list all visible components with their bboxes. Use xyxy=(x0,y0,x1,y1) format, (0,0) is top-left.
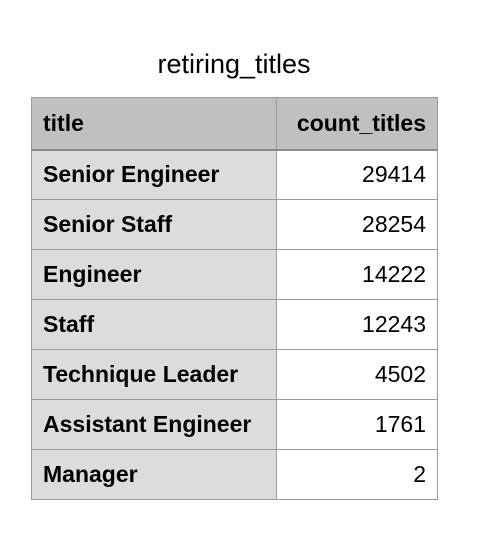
table-row: Senior Engineer 29414 xyxy=(31,149,438,200)
table-row: Technique Leader 4502 xyxy=(31,349,438,400)
retiring-titles-table: title count_titles Senior Engineer 29414… xyxy=(31,97,438,500)
header-row: title count_titles xyxy=(31,97,438,151)
table-row: Assistant Engineer 1761 xyxy=(31,399,438,450)
title-cell: Technique Leader xyxy=(31,349,277,400)
title-cell: Engineer xyxy=(31,249,277,300)
count-cell: 12243 xyxy=(276,299,438,350)
column-header-title: title xyxy=(31,97,277,151)
table-row: Engineer 14222 xyxy=(31,249,438,300)
title-cell: Senior Engineer xyxy=(31,149,277,200)
count-cell: 29414 xyxy=(276,149,438,200)
count-cell: 4502 xyxy=(276,349,438,400)
title-cell: Assistant Engineer xyxy=(31,399,277,450)
table-row: Staff 12243 xyxy=(31,299,438,350)
title-cell: Senior Staff xyxy=(31,199,277,250)
title-cell: Staff xyxy=(31,299,277,350)
table-row: Manager 2 xyxy=(31,449,438,500)
count-cell: 1761 xyxy=(276,399,438,450)
count-cell: 2 xyxy=(276,449,438,500)
table-caption: retiring_titles xyxy=(157,49,311,79)
count-cell: 28254 xyxy=(276,199,438,250)
count-cell: 14222 xyxy=(276,249,438,300)
title-cell: Manager xyxy=(31,449,277,500)
column-header-count-titles: count_titles xyxy=(276,97,438,151)
table-row: Senior Staff 28254 xyxy=(31,199,438,250)
